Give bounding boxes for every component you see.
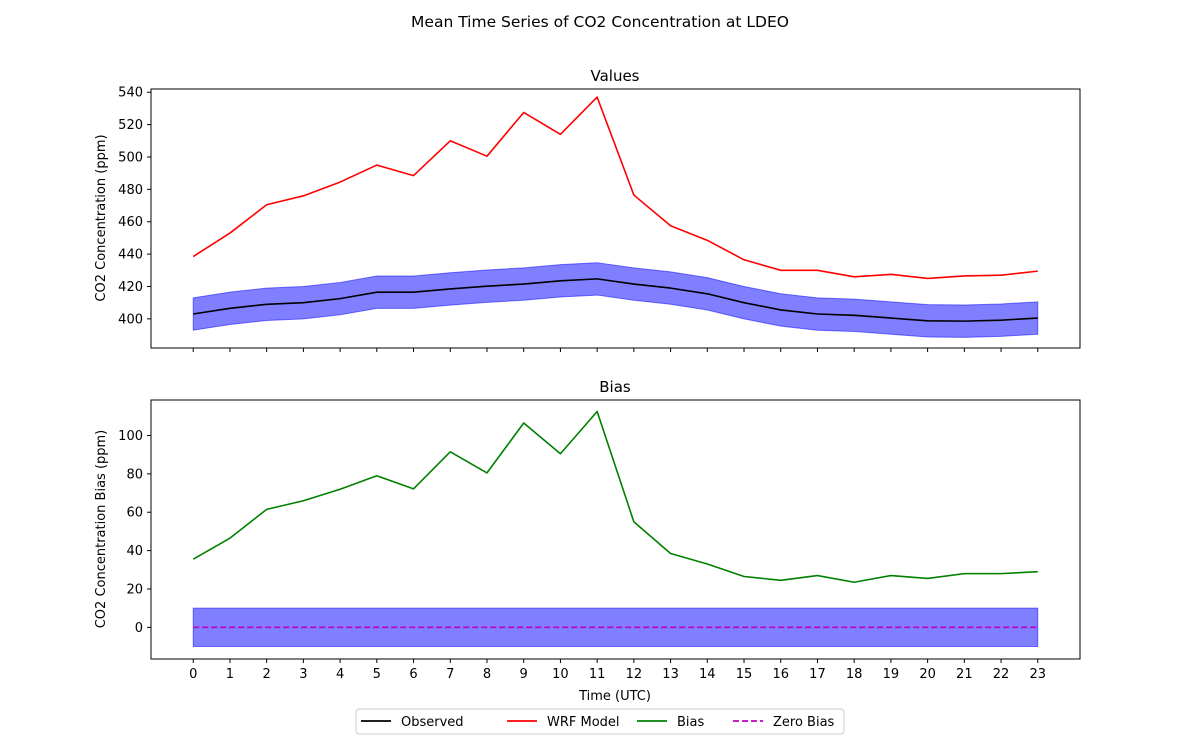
legend-label-2: Bias bbox=[677, 715, 704, 730]
bias-series-line-0 bbox=[192, 410, 1038, 584]
values-series-line-1 bbox=[193, 278, 1038, 322]
bias-xtick-label-19: 19 bbox=[883, 667, 900, 682]
bias-ytick-label-5: 100 bbox=[118, 429, 143, 444]
values-ytick-label-3: 460 bbox=[118, 215, 143, 230]
bias-xtick-label-20: 20 bbox=[919, 667, 936, 682]
values-panel-title: Values bbox=[590, 67, 639, 85]
bias-xtick-label-3: 3 bbox=[299, 667, 307, 682]
bias-band-1 bbox=[192, 607, 1039, 648]
bias-panel-title: Bias bbox=[599, 378, 631, 396]
bias-xtick-label-9: 9 bbox=[520, 667, 528, 682]
values-ytick-label-2: 440 bbox=[118, 248, 143, 263]
bias-ytick-label-0: 0 bbox=[135, 621, 143, 636]
bias-xtick-label-0: 0 bbox=[189, 667, 197, 682]
values-series-line-0 bbox=[192, 96, 1038, 280]
bias-ytick-label-1: 20 bbox=[126, 582, 143, 597]
bias-xtick-label-1: 1 bbox=[226, 667, 234, 682]
values-ytick-label-0: 400 bbox=[118, 312, 143, 327]
values-ytick-label-6: 520 bbox=[118, 118, 143, 133]
legend-label-1: WRF Model bbox=[547, 715, 620, 730]
values-ytick-label-1: 420 bbox=[118, 280, 143, 295]
values-panel: Values CO2 Concentration (ppm) 400 420 440… bbox=[94, 67, 1081, 352]
bias-xtick-label-7: 7 bbox=[446, 667, 454, 682]
bias-xtick-label-16: 16 bbox=[772, 667, 789, 682]
legend: Observed WRF Model Bias Zero Bias bbox=[355, 708, 845, 735]
bias-ytick-label-4: 80 bbox=[126, 467, 143, 482]
bias-xtick-label-13: 13 bbox=[662, 667, 679, 682]
bias-ytick-label-2: 40 bbox=[126, 544, 143, 559]
bias-xtick-label-17: 17 bbox=[809, 667, 826, 682]
bias-panel-ylabel: CO2 Concentration Bias (ppm) bbox=[94, 430, 109, 629]
values-ytick-label-4: 480 bbox=[118, 183, 143, 198]
bias-xtick-label-14: 14 bbox=[699, 667, 716, 682]
bias-ytick-label-3: 60 bbox=[126, 506, 143, 521]
bias-xtick-label-11: 11 bbox=[589, 667, 606, 682]
bias-xtick-label-22: 22 bbox=[993, 667, 1010, 682]
bias-xtick-label-12: 12 bbox=[626, 667, 643, 682]
bias-panel-xlabel: Time (UTC) bbox=[578, 689, 651, 704]
values-ytick-label-5: 500 bbox=[118, 150, 143, 165]
bias-xtick-label-10: 10 bbox=[552, 667, 569, 682]
bias-xtick-label-4: 4 bbox=[336, 667, 344, 682]
legend-frame bbox=[355, 708, 845, 735]
figure-suptitle: Mean Time Series of CO2 Concentration at… bbox=[411, 13, 789, 31]
bias-xtick-label-6: 6 bbox=[409, 667, 417, 682]
values-band-1 bbox=[192, 262, 1039, 338]
bias-xtick-label-15: 15 bbox=[736, 667, 753, 682]
bias-xtick-label-18: 18 bbox=[846, 667, 863, 682]
bias-xtick-label-2: 2 bbox=[263, 667, 271, 682]
bias-panel: Bias CO2 Concentration Bias (ppm) Time (… bbox=[94, 378, 1081, 704]
values-axes-frame bbox=[150, 88, 1081, 349]
bias-xtick-label-8: 8 bbox=[483, 667, 491, 682]
values-ytick-label-7: 540 bbox=[118, 86, 143, 101]
bias-axes-frame bbox=[150, 399, 1081, 660]
bias-xtick-label-23: 23 bbox=[1029, 667, 1046, 682]
legend-label-3: Zero Bias bbox=[773, 715, 835, 730]
legend-label-0: Observed bbox=[401, 715, 464, 730]
bias-xtick-label-21: 21 bbox=[956, 667, 973, 682]
bias-xtick-label-5: 5 bbox=[373, 667, 381, 682]
values-panel-ylabel: CO2 Concentration (ppm) bbox=[94, 134, 109, 301]
